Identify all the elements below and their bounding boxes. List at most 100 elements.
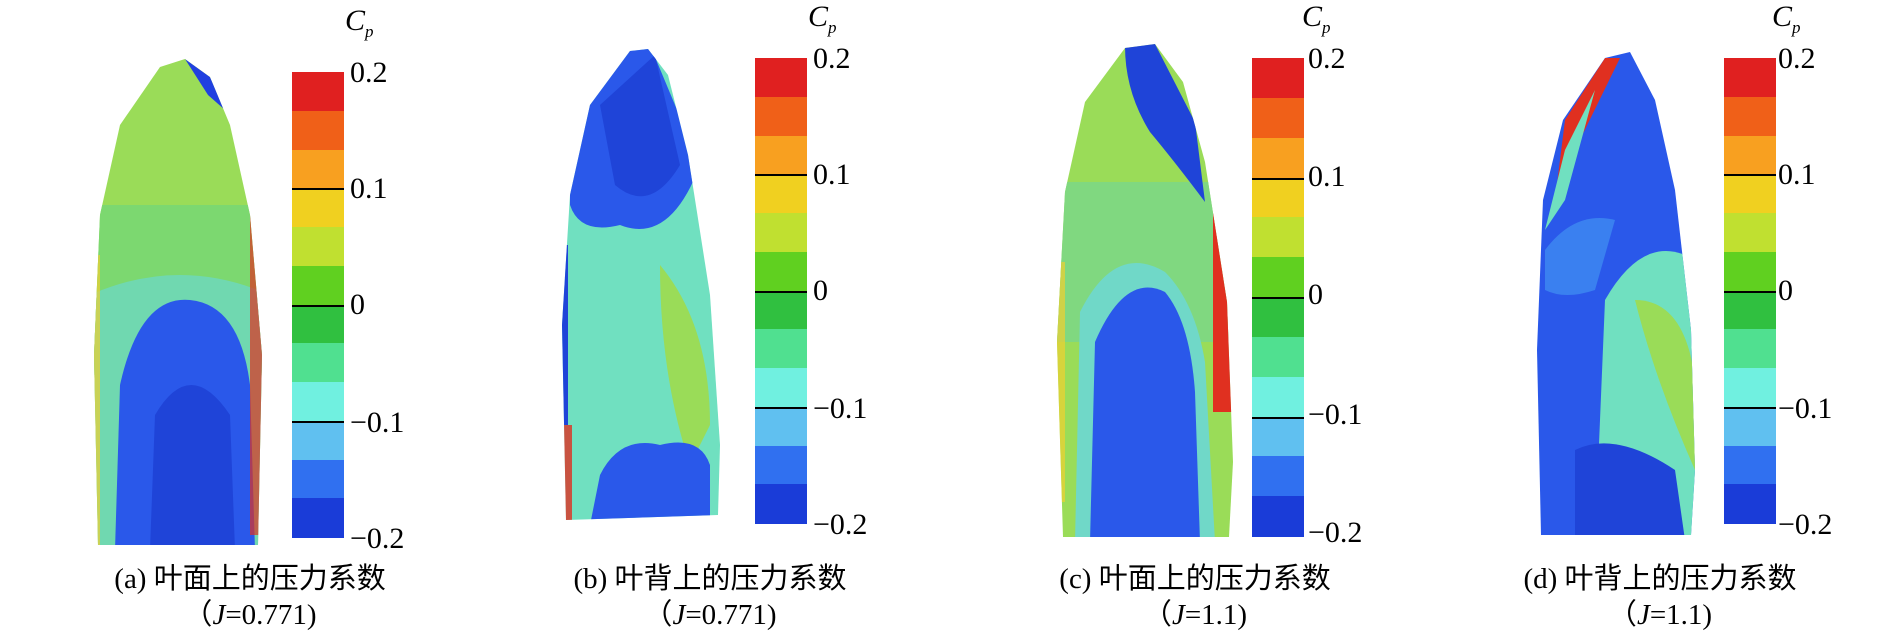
caption-d-line1: (d) 叶背上的压力系数 (1523, 563, 1797, 595)
colorbar-tick-line (1252, 416, 1304, 419)
blade-contour-b (562, 49, 720, 520)
colorbar-title-c: Cp (1302, 0, 1331, 38)
tick-b-2: 0 (813, 274, 828, 307)
tick-b-4: −0.2 (813, 508, 868, 541)
tick-a-0: 0.2 (350, 56, 388, 89)
tick-c-4: −0.2 (1308, 516, 1363, 549)
colorbar-band (1724, 368, 1776, 408)
colorbar-band (292, 188, 344, 228)
colorbar-band (1252, 297, 1304, 338)
tick-c-0: 0.2 (1308, 42, 1346, 75)
colorbar-band (1724, 290, 1776, 331)
colorbar-band (755, 368, 807, 408)
colorbar-band (755, 484, 807, 524)
colorbar-band (1724, 406, 1776, 447)
colorbar-band (292, 459, 344, 500)
colorbar-band (755, 213, 807, 253)
colorbar-c (1252, 58, 1304, 537)
colorbar-b (755, 58, 807, 524)
colorbar-band (1724, 213, 1776, 253)
colorbar-band (1252, 416, 1304, 458)
colorbar-band (1252, 177, 1304, 219)
tick-c-3: −0.1 (1308, 398, 1363, 431)
colorbar-band (1724, 58, 1776, 98)
colorbar-band (1252, 336, 1304, 378)
colorbar-band (1252, 217, 1304, 259)
caption-d-line2: （J=1.1) (1607, 599, 1713, 631)
caption-c-line2: （J=1.1) (1142, 599, 1248, 631)
colorbar-band (755, 174, 807, 214)
colorbar-band (1724, 135, 1776, 176)
colorbar-band (755, 329, 807, 369)
caption-b-line1: (b) 叶背上的压力系数 (573, 563, 847, 595)
colorbar-band (1724, 329, 1776, 369)
colorbar-title-d: Cp (1772, 0, 1801, 38)
colorbar-band (1252, 376, 1304, 418)
colorbar-band (755, 251, 807, 292)
colorbar-tick-line (292, 188, 344, 191)
blade-contour-c (1057, 44, 1233, 537)
tick-a-1: 0.1 (350, 172, 388, 205)
colorbar-band (1252, 496, 1304, 537)
colorbar-tick-line (1724, 406, 1776, 409)
colorbar-band (292, 72, 344, 112)
caption-b-line2: （J=0.771) (643, 599, 777, 631)
tick-a-3: −0.1 (350, 406, 405, 439)
colorbar-band (755, 406, 807, 447)
colorbar-band (1724, 96, 1776, 137)
colorbar-band (1252, 58, 1304, 99)
caption-a-line1: (a) 叶面上的压力系数 (114, 563, 386, 595)
tick-b-0: 0.2 (813, 42, 851, 75)
tick-a-4: −0.2 (350, 522, 405, 555)
caption-a-line2: （J=0.771) (183, 599, 317, 631)
tick-a-2: 0 (350, 288, 365, 321)
colorbar-band (292, 110, 344, 151)
colorbar-tick-line (755, 406, 807, 409)
tick-b-3: −0.1 (813, 392, 868, 425)
colorbar-band (292, 304, 344, 345)
colorbar-band (292, 498, 344, 538)
colorbar-band (292, 149, 344, 190)
colorbar-tick-line (1724, 290, 1776, 293)
colorbar-d (1724, 58, 1776, 524)
colorbar-tick-line (1252, 297, 1304, 299)
tick-d-2: 0 (1778, 274, 1793, 307)
colorbar-band (755, 290, 807, 331)
panel-b: Cp 0.2 0.1 0 −0.1 −0.2 (b) 叶背上的压力系数 （J=0… (470, 0, 940, 640)
blade-contour-d (1537, 52, 1695, 535)
colorbar-tick-line (1252, 177, 1304, 180)
colorbar-band (755, 445, 807, 486)
tick-d-1: 0.1 (1778, 158, 1816, 191)
colorbar-band (1724, 445, 1776, 486)
colorbar-title-b: Cp (808, 0, 837, 38)
tick-d-0: 0.2 (1778, 42, 1816, 75)
panel-c: Cp 0.2 0.1 0 −0.1 −0.2 (c) 叶面上的压力系数 （J=1… (940, 0, 1410, 640)
colorbar-title-a: Cp (345, 4, 374, 42)
tick-c-2: 0 (1308, 278, 1323, 311)
tick-d-3: −0.1 (1778, 392, 1833, 425)
colorbar-band (1724, 251, 1776, 292)
colorbar-band (755, 58, 807, 98)
colorbar-tick-line (292, 304, 344, 307)
colorbar-band (755, 135, 807, 176)
colorbar-tick-line (755, 174, 807, 177)
colorbar-band (1724, 174, 1776, 214)
tick-d-4: −0.2 (1778, 508, 1833, 541)
colorbar-band (1724, 484, 1776, 524)
colorbar-band (1252, 257, 1304, 298)
tick-c-1: 0.1 (1308, 160, 1346, 193)
tick-b-1: 0.1 (813, 158, 851, 191)
panel-d: Cp 0.2 0.1 0 −0.1 −0.2 (d) 叶背上的压力系数 （J=1… (1410, 0, 1890, 640)
colorbar-band (292, 382, 344, 422)
colorbar-band (1252, 97, 1304, 139)
colorbar-band (292, 343, 344, 383)
colorbar-band (292, 227, 344, 267)
colorbar-a (292, 72, 344, 538)
colorbar-band (1252, 137, 1304, 179)
colorbar-band (1252, 456, 1304, 498)
blade-contour-a (94, 59, 262, 545)
colorbar-tick-line (755, 290, 807, 293)
caption-c-line1: (c) 叶面上的压力系数 (1059, 563, 1331, 595)
colorbar-tick-line (1724, 174, 1776, 177)
colorbar-band (292, 265, 344, 306)
